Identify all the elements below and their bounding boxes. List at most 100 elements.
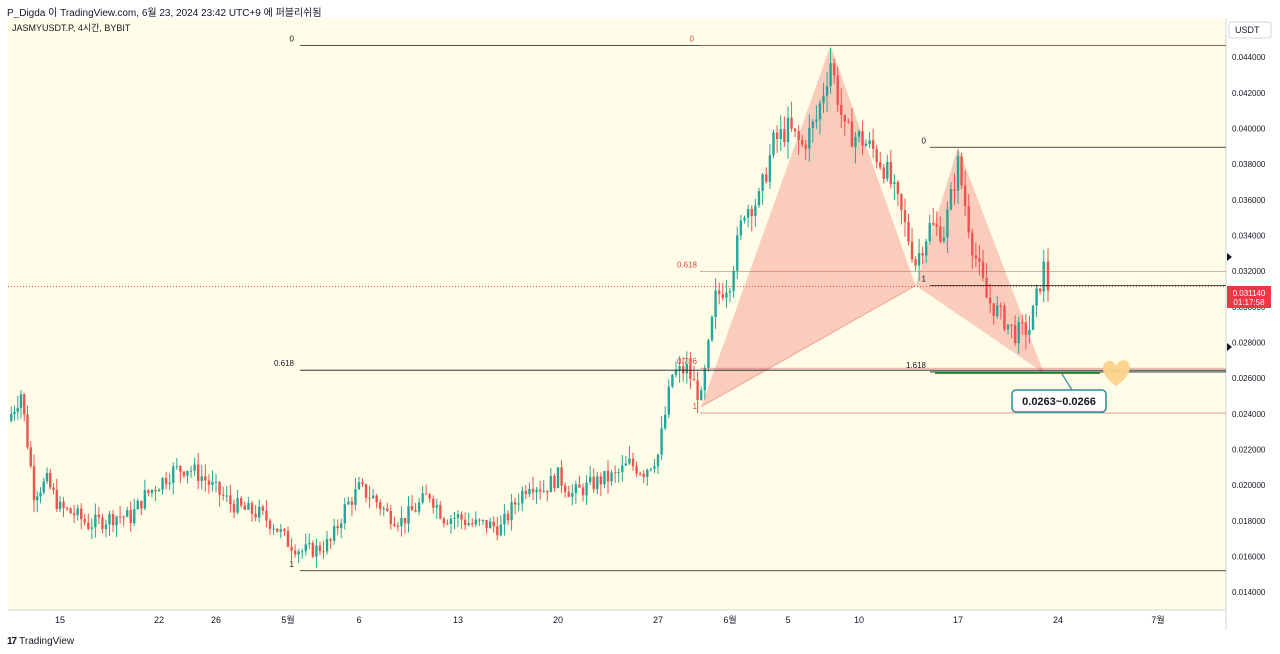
fib-red-label: 1 (693, 402, 698, 411)
target-box[interactable]: 0.0263~0.0266 (1011, 389, 1107, 413)
candle-body (87, 522, 90, 529)
candle-body (474, 519, 478, 525)
candle-body (956, 156, 960, 191)
candle-body (739, 220, 743, 236)
y-tick-label: 0.020000 (1232, 481, 1266, 490)
candle-body (424, 493, 428, 495)
tradingview-logo[interactable]: 17 TradingView (7, 636, 74, 647)
heart-sticker (1102, 360, 1130, 386)
candle-body (696, 380, 699, 400)
candle-body (104, 524, 108, 529)
fib-left-label: 0 (290, 35, 295, 44)
candle-body (765, 174, 768, 182)
candle-body (393, 524, 396, 526)
candle-body (1031, 305, 1035, 330)
candle-body (786, 117, 790, 143)
x-tick-label: 5 (785, 615, 790, 625)
candle-body (768, 155, 772, 182)
price-axis[interactable] (1226, 18, 1280, 630)
candle-body (864, 144, 868, 146)
candle-body (76, 508, 79, 516)
candle-body (240, 498, 243, 506)
candle-body (854, 136, 857, 147)
candle-body (793, 128, 797, 132)
candle-body (286, 531, 290, 547)
y-tick-label: 0.044000 (1232, 53, 1266, 62)
fib-left-label: 0.618 (274, 359, 295, 368)
candle-body (703, 368, 706, 391)
candle-body (340, 523, 343, 529)
candle-body (671, 374, 674, 387)
candle-body (147, 490, 150, 493)
time-axis[interactable] (8, 610, 1226, 630)
candle-body (790, 117, 793, 129)
countdown-label: 01:17:58 (1233, 298, 1265, 307)
x-tick-label: 22 (154, 615, 164, 625)
candle-body (935, 224, 938, 227)
candle-body (783, 129, 786, 143)
fib-left-label: 1 (290, 560, 295, 569)
candle-body (757, 191, 761, 206)
fib-right-label: 0 (922, 136, 927, 145)
candle-body (674, 370, 678, 375)
y-tick-label: 0.036000 (1232, 196, 1266, 205)
alert-marker-icon[interactable] (1227, 343, 1232, 351)
candle-body (960, 156, 963, 186)
candle-body (268, 520, 272, 529)
plot-area (8, 18, 1226, 610)
currency-button[interactable] (1228, 21, 1272, 39)
candle-body (343, 504, 346, 524)
candle-body (903, 210, 907, 223)
candle-body (1038, 288, 1042, 292)
candle-body (456, 514, 460, 518)
candle-body (72, 513, 76, 516)
candle-body (164, 478, 168, 485)
candle-body (403, 517, 407, 524)
candle-body (13, 411, 16, 415)
candle-body (200, 476, 203, 481)
candle-body (556, 467, 560, 489)
candle-body (932, 223, 935, 225)
candle-body (678, 366, 681, 371)
candle-body (974, 255, 978, 259)
candle-body (460, 514, 463, 520)
candle-body (236, 498, 239, 513)
candle-body (578, 484, 581, 488)
candle-body (815, 119, 818, 122)
candle-body (808, 127, 811, 149)
candle-body (111, 514, 115, 526)
candle-body (917, 253, 921, 266)
candle-body (29, 447, 32, 467)
candle-body (211, 481, 214, 485)
candle-body (125, 510, 129, 517)
candle-body (621, 465, 624, 473)
candle-body (283, 529, 286, 532)
candle-body (963, 185, 967, 207)
candle-body (414, 510, 417, 512)
candle-body (563, 485, 567, 492)
candle-body (1042, 261, 1045, 292)
candle-body (23, 394, 26, 415)
candle-body (301, 551, 304, 553)
candle-body (843, 115, 846, 122)
candle-body (660, 428, 663, 455)
candle-body (172, 466, 175, 483)
candle-body (700, 390, 703, 400)
candle-body (97, 514, 101, 518)
alert-marker-icon[interactable] (1227, 253, 1232, 261)
candle-body (150, 489, 154, 493)
target-box-label: 0.0263~0.0266 (1022, 396, 1096, 408)
candle-body (599, 476, 603, 485)
candle-body (45, 472, 49, 482)
candle-body (549, 475, 553, 493)
candle-body (981, 261, 985, 278)
candle-body (886, 162, 889, 179)
candle-body (446, 523, 449, 525)
candle-body (624, 463, 628, 466)
candle-body (871, 140, 875, 149)
candle-body (325, 539, 329, 552)
target-box-pointer (1061, 373, 1073, 391)
candle-body (801, 139, 804, 145)
candle-body (65, 507, 69, 509)
